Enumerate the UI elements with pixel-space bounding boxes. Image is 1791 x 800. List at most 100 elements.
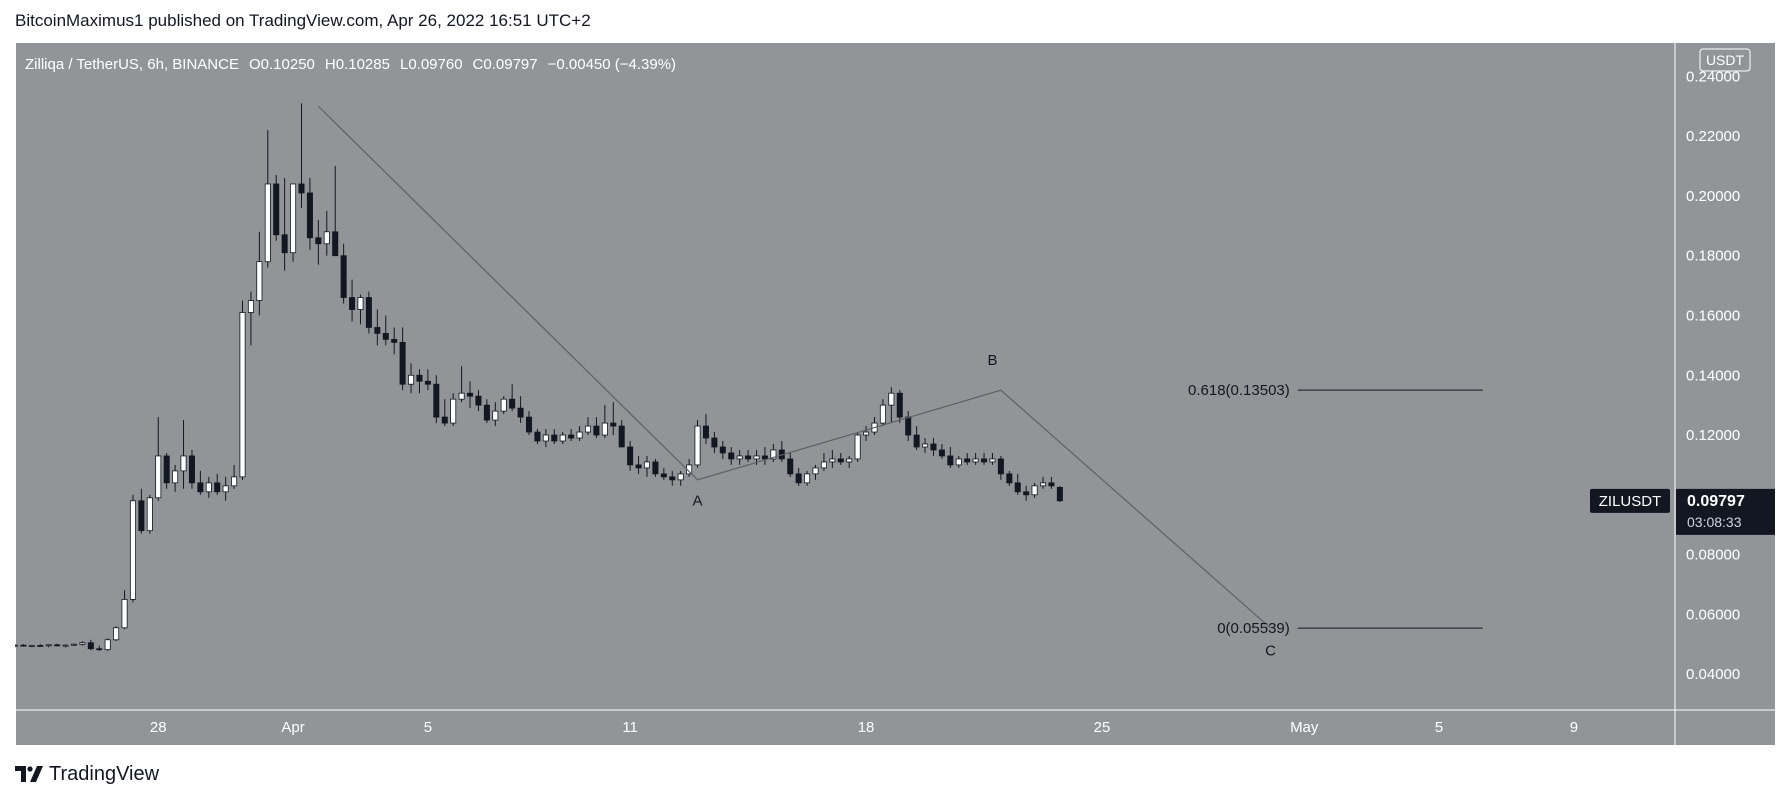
price-tick-label: 0.20000	[1686, 188, 1740, 205]
candle-body-down	[467, 392, 474, 397]
candle	[231, 464, 238, 489]
candle-body-down	[399, 341, 406, 385]
wave-label-c: C	[1265, 642, 1276, 659]
time-axis-background[interactable]	[15, 710, 1776, 746]
candle	[433, 375, 440, 424]
last-price-tag: ZILUSDT 0.09797 03:08:33	[1590, 488, 1775, 535]
candle	[281, 177, 288, 271]
candle-body-down	[997, 458, 1004, 475]
candle-body-down	[349, 297, 356, 310]
candle	[399, 327, 406, 391]
candle-body-down	[652, 461, 659, 475]
candle	[745, 449, 752, 462]
candle	[391, 327, 398, 355]
wave-label-a: A	[693, 492, 703, 509]
candle-body-down	[37, 645, 44, 647]
candle-body-down	[306, 192, 313, 239]
candle	[475, 390, 482, 412]
fib-level-label: 0.618(0.13503)	[1188, 382, 1290, 399]
candle	[256, 231, 263, 316]
candle-body-down	[669, 476, 676, 481]
candle-body-up	[205, 482, 212, 493]
candle-body-down	[1023, 491, 1030, 496]
candle	[467, 381, 474, 409]
candle	[197, 470, 204, 495]
candle-body-down	[517, 407, 524, 418]
candle-body-down	[391, 338, 398, 343]
candle-body-down	[214, 482, 221, 493]
chart-svg[interactable]: A B C 0.618(0.13503) 0(0.05539) 0.04000 0.060…	[11, 42, 1776, 746]
candle-body-up	[753, 455, 760, 460]
candle-body-up	[584, 425, 592, 433]
currency-badge[interactable]: USDT	[1699, 48, 1751, 72]
candle-body-down	[618, 425, 625, 448]
candle-body-down	[610, 422, 617, 427]
candle-body-down	[905, 416, 912, 436]
wave-trendline[interactable]	[317, 105, 1271, 629]
candle-body-up	[559, 434, 566, 442]
candle-body-down	[568, 434, 575, 439]
candle	[264, 130, 271, 268]
candle-body-down	[96, 648, 103, 651]
candle-body-down	[332, 231, 339, 257]
time-tick-label: 9	[1570, 719, 1578, 736]
published-header: BitcoinMaximus1 published on TradingView…	[0, 0, 1791, 42]
candle	[568, 429, 575, 442]
candle	[1040, 476, 1047, 489]
time-tick-label: 18	[858, 719, 875, 736]
candle	[509, 384, 516, 412]
candle-body-up	[357, 297, 364, 310]
candle	[62, 644, 69, 648]
candle	[863, 426, 870, 442]
legend-symbol: Zilliqa / TetherUS, 6h, BINANCE	[25, 56, 239, 73]
candle	[163, 452, 170, 489]
candle-body-up	[854, 434, 861, 460]
candle	[787, 452, 794, 477]
candle	[138, 488, 145, 534]
candle-body-up	[408, 374, 415, 385]
candle-body-down	[382, 333, 389, 340]
candle	[113, 626, 120, 642]
price-tick-label: 0.12000	[1686, 427, 1740, 444]
candle	[854, 432, 861, 462]
candle	[441, 399, 448, 427]
wave-label-b: B	[987, 352, 997, 369]
candle-body-down	[964, 458, 971, 463]
candle	[1031, 482, 1038, 498]
ticker-label: ZILUSDT	[1599, 493, 1662, 510]
candle	[938, 443, 945, 459]
candle	[188, 449, 195, 489]
candle-body-up	[450, 398, 457, 424]
candle-body-down	[273, 183, 280, 236]
candle	[146, 494, 153, 534]
candle	[1014, 473, 1021, 495]
candle	[930, 438, 937, 456]
candle	[761, 446, 768, 465]
candle-body-up	[1040, 482, 1047, 487]
candle-body-up	[601, 422, 608, 436]
candle-body-down	[938, 449, 945, 457]
candle	[820, 452, 827, 471]
candle-body-down	[475, 395, 482, 406]
candle	[711, 432, 718, 453]
candle-body-down	[947, 455, 954, 466]
candle	[635, 455, 642, 474]
candles-layer	[11, 103, 1063, 651]
candle	[155, 417, 162, 501]
price-axis-background[interactable]	[1675, 42, 1776, 710]
candle	[424, 369, 431, 391]
candle-countdown: 03:08:33	[1687, 514, 1742, 530]
candle-body-down	[433, 383, 440, 418]
chart-area[interactable]: A B C 0.618(0.13503) 0(0.05539) 0.04000 0.060…	[11, 42, 1776, 746]
candle-body-down	[627, 446, 634, 466]
candle-body-up	[846, 458, 853, 463]
candle	[54, 643, 61, 647]
candle-body-up	[500, 398, 507, 412]
candle-body-down	[509, 398, 516, 409]
candle	[837, 452, 844, 465]
candle-body-down	[20, 644, 27, 647]
time-tick-label: 5	[1435, 719, 1443, 736]
candle	[180, 420, 187, 489]
candle-body-down	[761, 455, 768, 460]
plot-background[interactable]	[15, 42, 1675, 710]
